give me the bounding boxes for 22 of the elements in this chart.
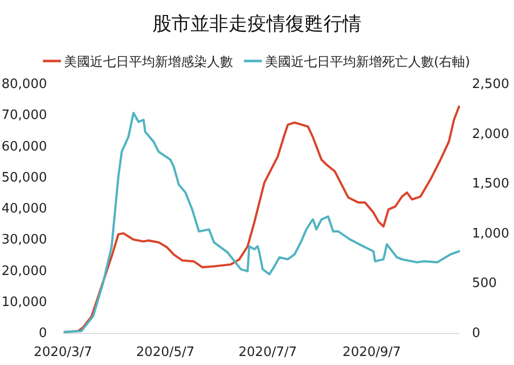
y2-tick-label: 0 bbox=[472, 326, 480, 341]
x-tick-label: 2020/3/7 bbox=[34, 345, 92, 360]
y2-tick-label: 1,000 bbox=[472, 226, 510, 242]
chart-title: 股市並非走疫情復甦行情 bbox=[152, 13, 362, 35]
y2-tick-label: 1,500 bbox=[472, 176, 510, 192]
y2-tick-label: 2,000 bbox=[472, 126, 510, 142]
y-tick-label: 70,000 bbox=[2, 108, 47, 124]
y2-tick-label: 2,500 bbox=[472, 77, 510, 92]
legend-label: 美國近七日平均新增感染人數 bbox=[64, 54, 233, 70]
y-tick-label: 20,000 bbox=[2, 264, 47, 279]
y-tick-label: 0 bbox=[38, 326, 47, 341]
y2-tick-label: 500 bbox=[472, 276, 497, 292]
x-tick-label: 2020/5/7 bbox=[136, 345, 195, 360]
x-tick-label: 2020/9/7 bbox=[342, 345, 401, 360]
legend-label: 美國近七日平均新增死亡人數(右軸) bbox=[264, 54, 470, 70]
y-tick-label: 30,000 bbox=[2, 232, 47, 248]
y-tick-label: 10,000 bbox=[2, 294, 47, 310]
y-tick-label: 40,000 bbox=[2, 202, 47, 216]
y-tick-label: 80,000 bbox=[2, 77, 47, 92]
x-tick-label: 2020/7/7 bbox=[238, 345, 297, 360]
y-tick-label: 50,000 bbox=[2, 170, 47, 186]
y-tick-label: 60,000 bbox=[2, 139, 47, 154]
